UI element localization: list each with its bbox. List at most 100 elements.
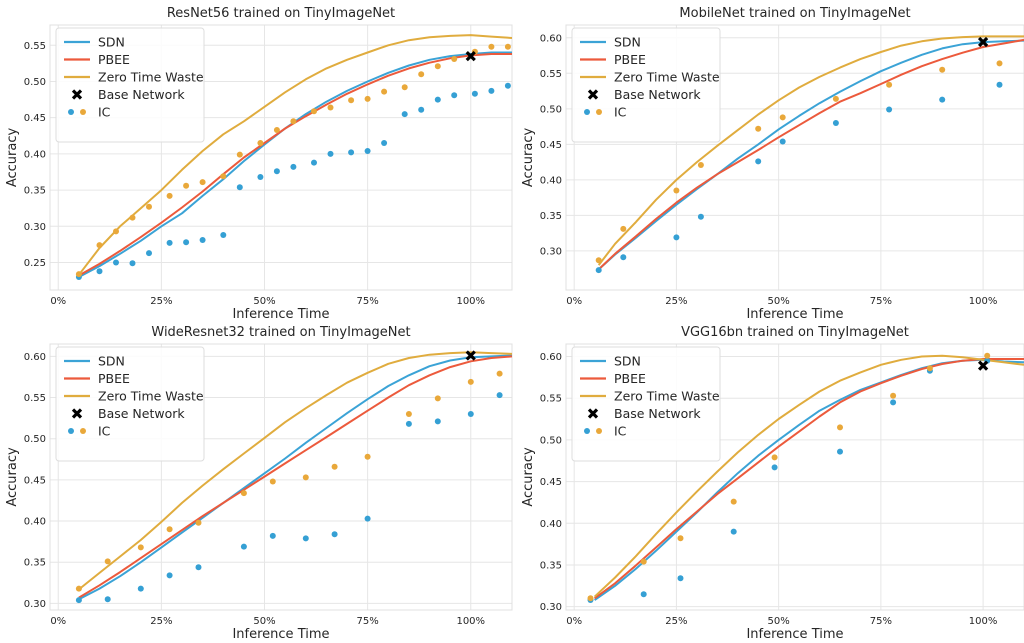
chart-title: WideResnet32 trained on TinyImageNet	[151, 325, 410, 340]
ic-point-orange	[75, 271, 82, 278]
ic-point-orange	[146, 203, 152, 210]
series-line-sdn	[598, 39, 1024, 271]
y-tick-label: 0.25	[24, 258, 46, 269]
ic-point-blue	[199, 237, 206, 243]
series-line-pbee	[598, 38, 1024, 271]
y-tick-label: 0.60	[24, 352, 46, 363]
legend: SDN PBEE Zero Time Waste Base Network IC	[55, 27, 205, 143]
ic-point-blue	[677, 575, 684, 582]
legend-ic-blue-dot	[584, 109, 590, 115]
legend-label-pbee: PBEE	[614, 371, 646, 386]
ic-point-orange	[327, 104, 334, 111]
ic-point-orange	[755, 125, 762, 132]
y-tick-label: 0.50	[24, 434, 46, 445]
ic-point-orange	[381, 88, 388, 95]
ic-point-blue	[364, 148, 371, 154]
x-tick-label: 0%	[566, 296, 582, 307]
ic-point-orange	[434, 395, 441, 402]
ic-point-orange	[220, 173, 227, 180]
series-line-zero-time-waste	[78, 351, 512, 591]
ic-point-blue	[471, 90, 478, 97]
ic-point-blue	[595, 267, 602, 274]
x-tick-label: 75%	[357, 296, 379, 307]
ic-point-blue	[240, 543, 247, 550]
legend-label-pbee: PBEE	[98, 52, 130, 67]
ic-point-orange	[236, 151, 243, 158]
ic-point-blue	[381, 140, 388, 146]
ic-point-orange	[771, 454, 778, 461]
ic-point-blue	[832, 120, 839, 126]
ic-point-blue	[104, 596, 111, 603]
series-line-sdn	[78, 354, 512, 601]
legend-label-base: Base Network	[614, 87, 701, 102]
legend-ic-blue-dot	[68, 109, 74, 115]
legend-label-ztw: Zero Time Waste	[614, 389, 720, 404]
ic-point-blue	[311, 159, 317, 166]
ic-point-orange	[240, 490, 247, 497]
ic-point-orange	[779, 114, 786, 121]
plot-area	[75, 351, 512, 604]
plot-frame	[49, 343, 513, 611]
ic-point-orange	[290, 118, 297, 125]
ic-point-blue	[779, 138, 786, 145]
series-line-pbee	[594, 358, 1024, 600]
ic-point-orange	[926, 365, 933, 372]
ic-point-blue	[504, 82, 511, 89]
series-line-zero-time-waste	[78, 34, 512, 276]
ic-point-blue	[146, 250, 152, 257]
chart-title: VGG16bn trained on TinyImageNet	[681, 325, 909, 340]
ic-point-blue	[195, 564, 202, 571]
ic-point-orange	[183, 182, 190, 189]
chart-title: MobileNet trained on TinyImageNet	[679, 6, 910, 21]
y-tick-label: 0.30	[24, 222, 46, 233]
legend-label-sdn: SDN	[614, 35, 641, 50]
legend-base-marker	[587, 89, 599, 100]
ic-point-blue	[939, 96, 946, 103]
legend-box	[55, 27, 205, 143]
ic-point-blue	[166, 239, 173, 246]
plot-frame	[565, 24, 1024, 291]
ic-point-blue	[451, 92, 458, 99]
series-line-zero-time-waste	[597, 35, 1024, 266]
legend-box	[571, 346, 721, 462]
x-tick-label: 0%	[50, 296, 66, 307]
legend-label-base: Base Network	[98, 87, 185, 102]
legend-label-pbee: PBEE	[614, 52, 646, 67]
ic-point-orange	[348, 97, 355, 104]
ic-point-orange	[587, 595, 594, 602]
y-tick-label: 0.45	[540, 477, 562, 488]
ic-point-orange	[113, 228, 119, 235]
x-axis-label: Inference Time	[232, 627, 329, 642]
chart-panel-2: 0% 25% 50% 75% 100% 0.30 0.35 0.40 0.45 0.50 0.55 0…	[521, 6, 1024, 322]
legend-base-marker	[71, 408, 83, 419]
ic-point-orange	[269, 478, 276, 485]
ic-point-blue	[434, 418, 441, 425]
ic-point-orange	[677, 535, 684, 542]
ic-point-orange	[96, 242, 103, 249]
legend-box	[55, 346, 205, 462]
ic-point-orange	[418, 71, 425, 78]
y-tick-label: 0.50	[540, 435, 562, 446]
y-axis-label: Accuracy	[521, 447, 536, 507]
ic-point-orange	[302, 474, 309, 481]
y-tick-label: 0.55	[540, 394, 562, 405]
plot-frame	[49, 24, 513, 291]
ic-point-blue	[113, 259, 119, 266]
x-tick-label: 0%	[566, 616, 582, 627]
x-tick-label: 75%	[357, 616, 379, 627]
base-network-marker	[465, 350, 476, 361]
x-tick-label: 100%	[969, 616, 998, 627]
ic-point-blue	[837, 448, 843, 455]
series-line-pbee	[78, 355, 512, 599]
base-network-marker	[977, 360, 989, 371]
ic-point-orange	[434, 63, 441, 70]
ic-point-orange	[195, 519, 202, 526]
legend-label-pbee: PBEE	[98, 371, 130, 386]
ic-point-blue	[886, 106, 893, 113]
ic-point-blue	[327, 150, 334, 157]
ic-point-blue	[257, 174, 264, 180]
ic-point-blue	[269, 532, 276, 539]
ic-point-blue	[434, 96, 441, 103]
plot-area	[595, 35, 1024, 274]
ic-point-blue	[730, 528, 737, 535]
